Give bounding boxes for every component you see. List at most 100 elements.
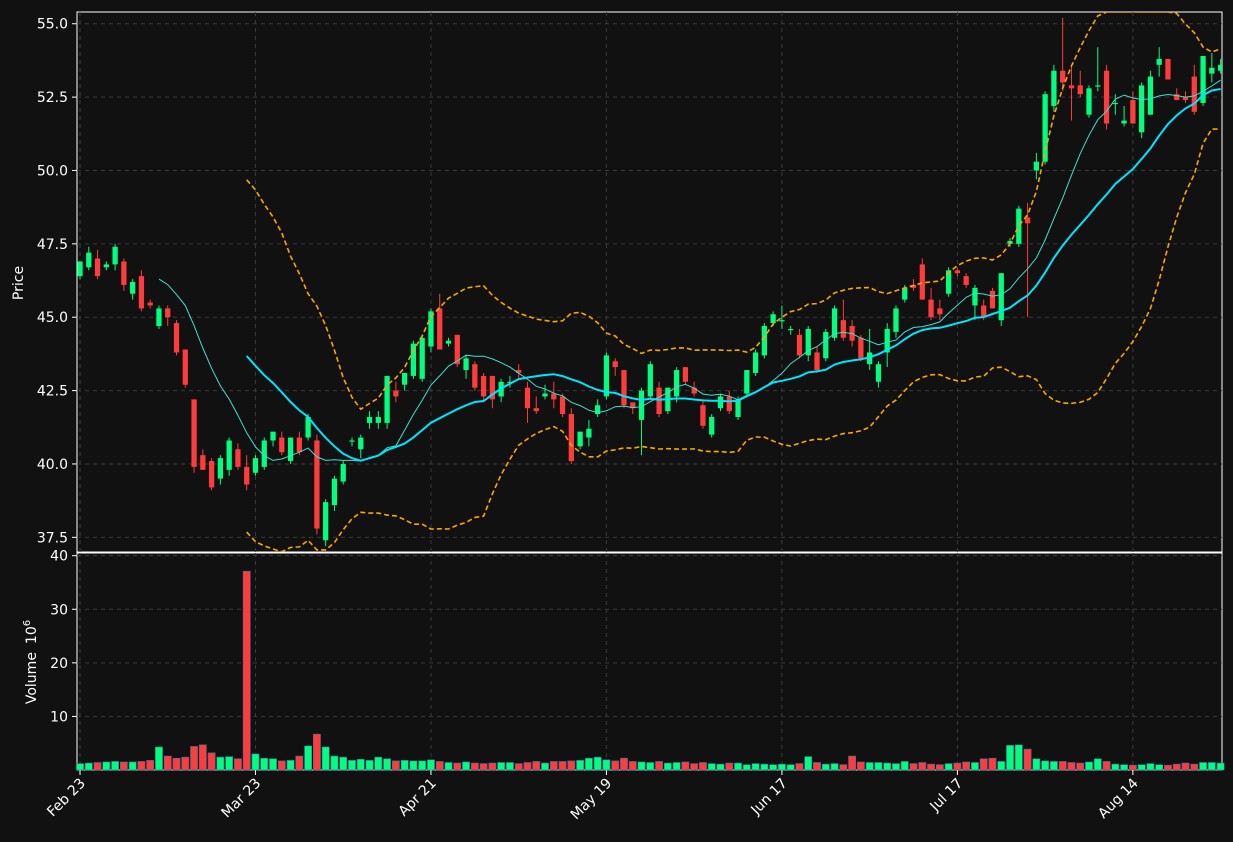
volume-bar (962, 761, 971, 771)
volume-bar (523, 762, 532, 771)
volume-bar (102, 761, 111, 771)
volume-tick-label: 40 (50, 549, 68, 565)
price-axis-label: Price (11, 266, 27, 300)
volume-bar (330, 755, 339, 771)
volume-bar (935, 764, 944, 771)
candle-body (1182, 97, 1189, 101)
volume-bar (971, 762, 979, 771)
candle-body (761, 326, 767, 356)
candle-body (840, 320, 846, 338)
candle-body (463, 358, 469, 371)
volume-bar (655, 761, 663, 771)
volume-bar (927, 763, 935, 771)
volume-bar (277, 760, 286, 771)
volume-bar (1041, 760, 1050, 771)
candle-body (630, 402, 636, 409)
candle-body (165, 308, 171, 318)
candle-body (1121, 120, 1127, 124)
candle-body (402, 372, 408, 385)
volume-bar (558, 761, 567, 771)
candle-body (542, 393, 548, 397)
volume-bar (1014, 744, 1023, 771)
candle-body (735, 399, 741, 417)
volume-bar (488, 762, 497, 771)
volume-bar (900, 761, 909, 771)
volume-bar (146, 760, 155, 771)
volume-axis-label: Volume 106 (22, 620, 40, 704)
volume-bar (918, 762, 927, 771)
volume-bar (435, 761, 444, 771)
ma-slow-line (245, 88, 1221, 462)
volume-bar (883, 762, 892, 771)
price-panel-frame (76, 11, 1223, 553)
volume-bar (506, 762, 514, 771)
volume-bar (532, 761, 541, 771)
candle-body (831, 308, 838, 338)
candle-body (1130, 100, 1136, 124)
candle-body (603, 355, 610, 397)
candle-body (156, 308, 162, 327)
volume-bar (646, 762, 655, 771)
candle-body (788, 328, 794, 331)
ma-fast-line (158, 79, 1221, 462)
candle-body (1051, 70, 1057, 106)
candle-body (779, 320, 785, 322)
volume-bar (251, 753, 260, 771)
volume-bar (1120, 764, 1128, 771)
candle-body (752, 352, 759, 373)
volume-bar (111, 761, 119, 771)
candle-body (252, 458, 259, 473)
candle-body (954, 270, 961, 274)
volume-bar (699, 762, 707, 771)
candle-body (1147, 76, 1154, 115)
volume-bar (742, 764, 751, 771)
candle-body (805, 328, 811, 356)
candle-body (1077, 85, 1083, 95)
candle-body (366, 417, 373, 423)
candle-body (1209, 67, 1215, 74)
volume-bar (207, 752, 216, 771)
candle-body (875, 364, 882, 382)
volume-bar (1181, 762, 1190, 771)
volume-bar (821, 763, 830, 771)
candle-body (1139, 85, 1145, 133)
volume-panel: 10 20 30 40 (50, 549, 1225, 771)
candle-body (138, 276, 145, 309)
candle-body (937, 308, 943, 315)
volume-bar (707, 763, 716, 771)
candle-body (173, 323, 180, 353)
candle-body (533, 408, 539, 412)
candle-body (94, 258, 101, 277)
candle-body (928, 299, 934, 318)
candle-body (244, 466, 250, 485)
candle-body (314, 440, 320, 529)
candle-body (638, 390, 645, 420)
volume-bar (172, 757, 181, 771)
volume-bar (391, 760, 400, 771)
candle-body (428, 311, 434, 347)
candle-body (709, 417, 715, 435)
candle-body (1068, 85, 1075, 89)
candle-body (1174, 94, 1180, 101)
candle-body (323, 502, 329, 541)
candle-body (1086, 88, 1092, 115)
volume-bar (418, 760, 427, 771)
volume-bar (1207, 762, 1216, 771)
volume-bar (778, 763, 786, 771)
candle-body (516, 370, 522, 373)
candle-body (349, 440, 355, 442)
volume-bar (602, 759, 611, 771)
volume-bar (681, 761, 690, 771)
volume-bar (137, 761, 146, 771)
volume-bar (286, 760, 295, 771)
candle-body (726, 396, 732, 412)
volume-bar (444, 762, 453, 771)
candle-body (130, 282, 136, 294)
candle-body (744, 370, 750, 394)
candle-body (1060, 70, 1066, 83)
volume-bar (795, 763, 804, 771)
volume-bar (470, 762, 479, 771)
volume-bar (163, 755, 172, 771)
volume-bar (620, 757, 628, 771)
